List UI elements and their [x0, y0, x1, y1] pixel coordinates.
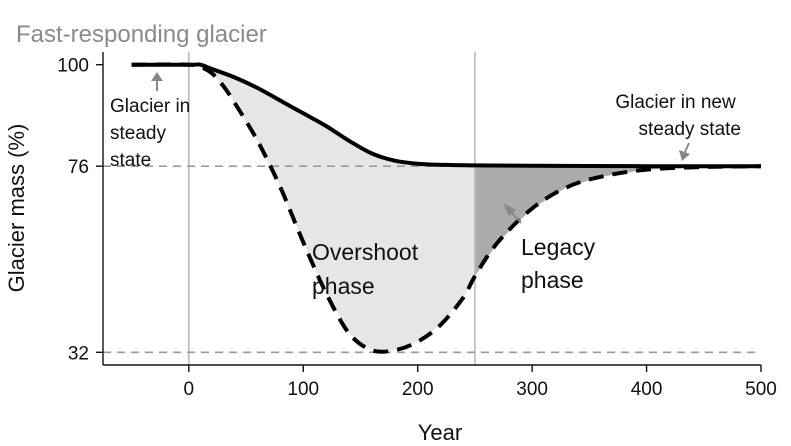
- overshoot-label-line-2: phase: [312, 273, 375, 299]
- steady-line-2: steady: [110, 123, 166, 144]
- new-steady-line-1: Glacier in new: [615, 92, 736, 113]
- y-tick-label-32: 32: [68, 343, 89, 364]
- x-tick-label-300: 300: [516, 379, 548, 400]
- y-axis-label: Glacier mass (%): [4, 124, 29, 293]
- new-steady-line-2: steady state: [639, 119, 741, 140]
- new-steady-arrow-shaft: [684, 142, 690, 153]
- overshoot-phase-label: Overshoot phase: [312, 239, 425, 299]
- legacy-arrow-head: [503, 203, 516, 216]
- overshoot-region: [188, 64, 475, 351]
- x-tick-label-100: 100: [287, 379, 319, 400]
- x-tick-label-0: 0: [184, 379, 195, 400]
- legacy-phase-label: Legacy phase: [521, 234, 602, 293]
- equilibrium-mass-line: [131, 62, 761, 169]
- annotation-arrows: [151, 72, 690, 224]
- x-tick-label-400: 400: [631, 379, 663, 400]
- legacy-arrow-shaft: [511, 212, 522, 224]
- steady-arrow-head: [151, 72, 163, 81]
- ticks: 0 100 200 300 400 500 100 76 32: [57, 56, 777, 400]
- legacy-label-line-1: Legacy: [521, 234, 596, 260]
- chart-title: Fast-responding glacier: [16, 21, 267, 48]
- overshoot-label-line-1: Overshoot: [312, 239, 419, 265]
- new-steady-state-annotation: Glacier in new steady state: [615, 92, 741, 140]
- actual-mass-line: [131, 62, 762, 354]
- axes: [102, 52, 761, 366]
- steady-state-annotation: Glacier in steady state: [110, 96, 196, 171]
- y-tick-label-100: 100: [57, 56, 89, 77]
- y-tick-label-76: 76: [68, 157, 89, 178]
- legacy-region: [474, 165, 761, 277]
- new-steady-arrow-head: [679, 150, 690, 161]
- steady-line-3: state: [110, 150, 151, 171]
- x-axis-label: Year: [418, 420, 462, 445]
- series: [131, 62, 762, 354]
- x-tick-label-500: 500: [745, 379, 777, 400]
- legacy-label-line-2: phase: [521, 267, 584, 293]
- phase-regions: [188, 64, 761, 351]
- x-tick-label-200: 200: [402, 379, 434, 400]
- steady-line-1: Glacier in: [110, 96, 190, 117]
